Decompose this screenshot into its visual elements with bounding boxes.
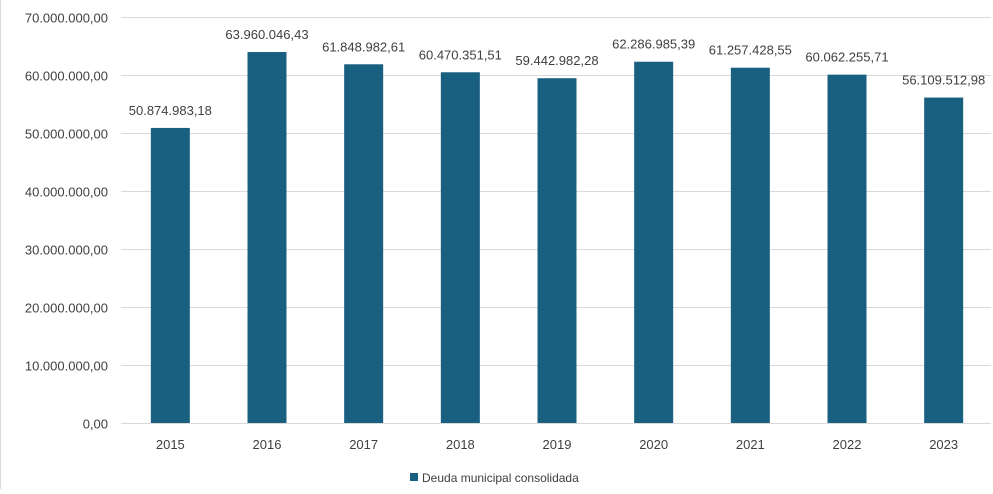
legend-label: Deuda municipal consolidada (422, 471, 579, 485)
data-label: 56.109.512,98 (902, 73, 985, 88)
legend: Deuda municipal consolidada (410, 471, 579, 485)
data-label: 62.286.985,39 (612, 37, 695, 52)
x-tick-label: 2016 (253, 437, 282, 452)
x-tick-label: 2021 (736, 437, 765, 452)
x-tick-label: 2020 (639, 437, 668, 452)
x-tick-label: 2022 (833, 437, 862, 452)
x-tick-label: 2018 (446, 437, 475, 452)
y-tick-label: 40.000.000,00 (25, 185, 108, 200)
y-tick-label: 20.000.000,00 (25, 301, 108, 316)
x-tick-label: 2015 (156, 437, 185, 452)
y-tick-label: 10.000.000,00 (25, 359, 108, 374)
data-label: 61.848.982,61 (322, 39, 405, 54)
bar (827, 74, 867, 423)
data-label: 63.960.046,43 (225, 27, 308, 42)
y-tick-label: 50.000.000,00 (25, 127, 108, 142)
y-tick-label: 70.000.000,00 (25, 11, 108, 26)
y-tick-label: 30.000.000,00 (25, 243, 108, 258)
bar (730, 67, 770, 424)
data-label: 59.442.982,28 (515, 53, 598, 68)
x-tick-label: 2019 (543, 437, 572, 452)
data-labels: 50.874.983,18 63.960.046,43 61.848.982,61 6… (129, 27, 985, 118)
y-tick-label: 0,00 (83, 417, 108, 432)
bar (634, 61, 674, 424)
legend-swatch (410, 473, 418, 481)
y-axis-tick-labels: 0,00 10.000.000,00 20.000.000,00 30.000.000… (25, 11, 108, 432)
data-label: 60.470.351,51 (419, 47, 502, 62)
data-label: 60.062.255,71 (805, 50, 888, 65)
data-label: 61.257.428,55 (709, 43, 792, 58)
y-tick-label: 60.000.000,00 (25, 69, 108, 84)
bars (150, 52, 964, 424)
bar (150, 127, 190, 423)
x-tick-label: 2017 (349, 437, 378, 452)
bar (440, 72, 480, 423)
bar (247, 52, 287, 423)
data-label: 50.874.983,18 (129, 103, 212, 118)
x-axis-tick-labels: 2015 2016 2017 2018 2019 2020 2021 2022 2023 (156, 437, 958, 452)
x-tick-label: 2023 (929, 437, 958, 452)
bar (537, 78, 577, 423)
bar (344, 64, 384, 423)
bar (924, 97, 964, 424)
